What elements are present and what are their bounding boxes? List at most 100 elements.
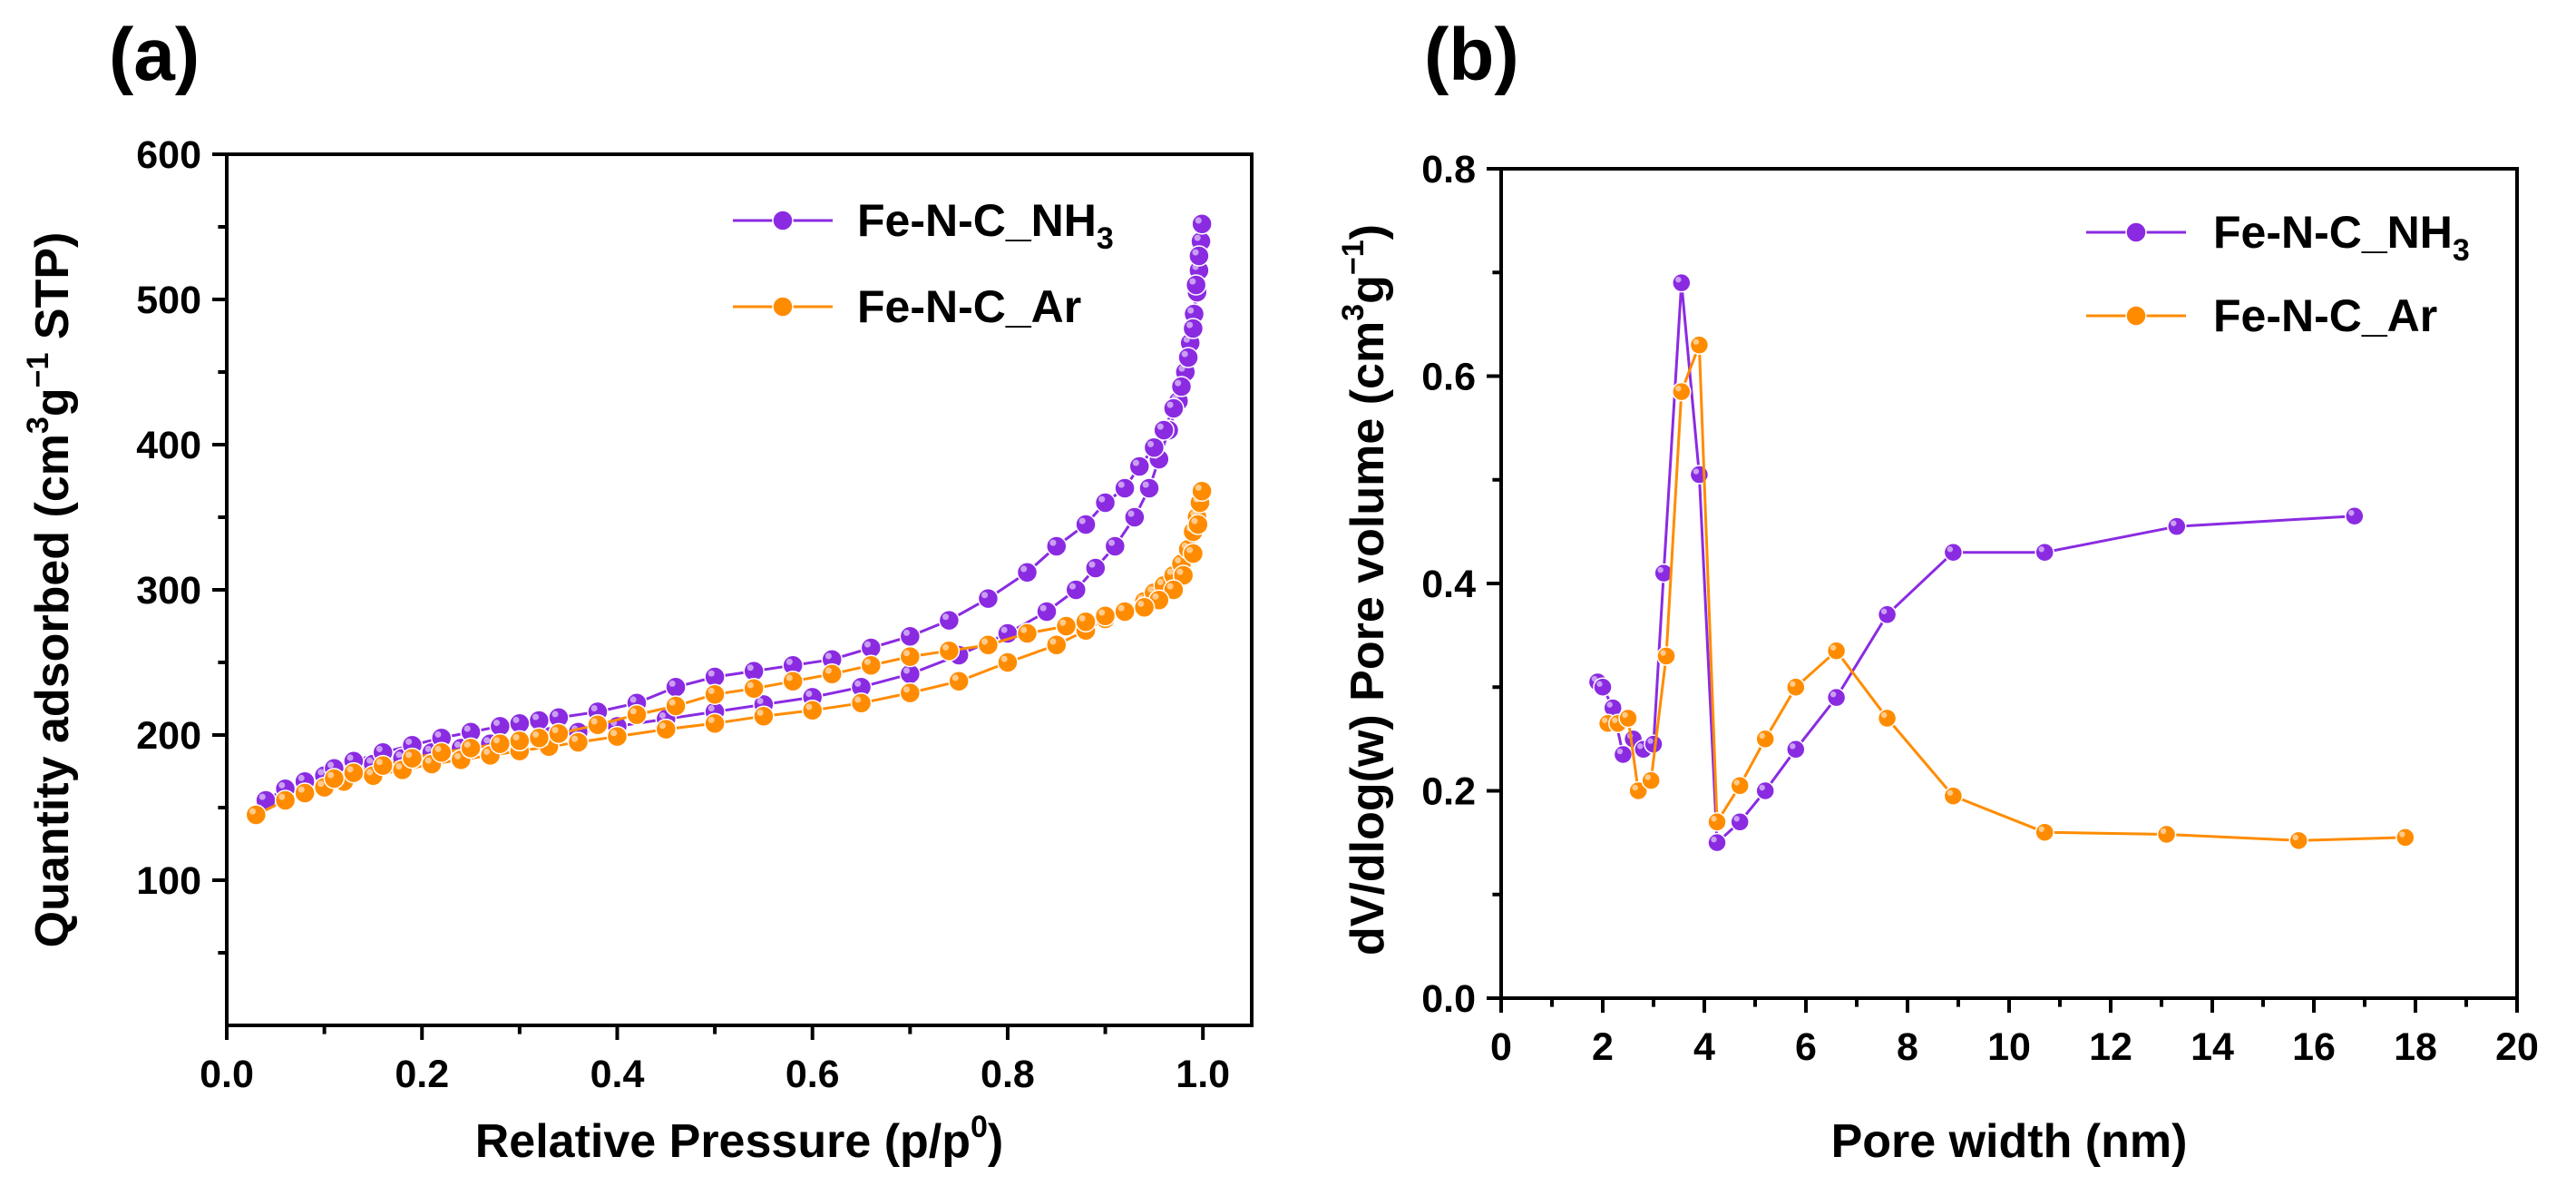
chart-b-x-axis: 0 2 4 6 8 10 12 14 16 18 20 [1490,998,2539,1069]
chart-a-point-highlight [424,745,432,752]
chart-b-point-ar [1730,776,1750,796]
chart-a-point-ar [431,741,453,763]
chart-a-point-highlight [278,781,286,789]
chart-b-y-tick-label: 0.6 [1421,356,1476,399]
chart-b-point-ar [2156,824,2177,845]
panel-label-a: (a) [109,14,200,96]
chart-a-point-nh3 [1170,376,1193,397]
chart-a-point-highlight [493,720,501,727]
chart-b-y-axis-title-sup-1: 3 [1336,304,1371,321]
chart-a-point-ar [801,700,824,721]
chart-a-point-nh3 [1016,562,1039,583]
chart-a-point-highlight [1166,401,1174,408]
chart-b-point-highlight [1647,738,1654,744]
chart-a-point-highlight [746,681,754,689]
chart-b-point-nh3 [1877,604,1898,625]
chart-a-y-tick-label: 400 [136,424,201,467]
chart-a-point-highlight [981,592,989,599]
chart-a-point-highlight [532,730,540,738]
chart-b-x-tick-label: 0 [1490,1025,1512,1069]
chart-b-x-tick-label: 16 [2292,1025,2336,1069]
chart-a-y-axis-title-sup-1: 3 [21,417,55,434]
chart-b-point-highlight [1601,717,1608,723]
chart-a-point-ar [753,705,775,727]
chart-a-point-highlight [551,727,559,734]
chart-a-point-highlight [512,716,520,723]
chart-b-point-highlight [1880,608,1888,614]
chart-a-point-highlight [512,734,520,741]
chart-a-point-highlight [1195,484,1202,491]
chart-b-point-highlight [1733,779,1740,786]
chart-a-point-highlight [463,741,471,749]
chart-a-point-highlight [805,703,813,711]
chart-b-point-ar [1618,708,1638,729]
chart-a-point-ar [372,754,394,777]
chart-a-x-axis-title: Relative Pressure (p/p0) [475,1110,1003,1168]
chart-a-point-nh3 [1177,347,1199,368]
chart-b-point-nh3 [2345,505,2365,526]
chart-a-point-highlight [1147,440,1155,447]
chart-b-point-nh3 [1786,740,1806,760]
chart-a-point-highlight [249,808,256,815]
chart-a-point-nh3 [1114,477,1136,499]
chart-a-legend-marker-ar [772,296,794,318]
chart-a-point-highlight [1117,481,1125,488]
chart-a-x-tick-label: 0.8 [981,1053,1035,1096]
chart-b-y-tick-label: 0.0 [1421,977,1476,1021]
chart-b-y-axis-title-part-3: ) [1342,224,1394,240]
chart-a-point-ar [1075,611,1097,632]
chart-b-point-nh3 [1826,687,1847,708]
chart-b-legend-marker-nh3 [2125,221,2147,243]
chart-a-point-highlight [571,735,579,742]
chart-a-point-highlight [610,730,618,737]
chart-b-point-ar [1786,677,1806,697]
chart-a-point-ar [899,681,922,704]
chart-b-point-ar [1943,786,1964,806]
chart-a-point-ar [1187,514,1209,535]
chart-b-point-ar [2288,830,2308,851]
chart-a-point-ar [938,640,961,662]
chart-a-point-ar [743,678,765,700]
chart-b-point-highlight [1632,784,1638,791]
chart-b-point-ar [2034,822,2054,842]
chart-a-point-highlight [1117,604,1125,612]
chart-a-point-highlight [903,686,911,693]
chart-a-point-highlight [346,754,354,761]
chart-b-y-axis-title: dV/dlog(w) Pore volume (cm3g−1) [1336,224,1394,956]
chart-a-point-nh3 [1185,274,1207,296]
chart-a-point-highlight [756,698,764,705]
chart-a-point-highlight [1068,583,1076,590]
chart-a-point-highlight [1000,626,1008,633]
chart-b-point-highlight [1733,816,1740,822]
chart-a-point-highlight [463,725,471,732]
chart-a-point-highlight [854,696,862,703]
chart-b-point-nh3 [1672,272,1692,293]
chart-b-x-tick-label: 10 [1987,1025,2031,1069]
chart-a-point-nh3 [1065,579,1088,601]
chart-b-point-ar [1641,770,1661,790]
chart-a-point-nh3 [665,676,687,698]
chart-b-x-tick-label: 12 [2089,1025,2132,1069]
chart-a-y-axis: 100 200 300 400 500 600 [136,133,227,955]
chart-b-x-axis-title: Pore width (nm) [1831,1115,2188,1168]
chart-b-point-highlight [1947,546,1954,553]
chart-a-point-highlight [532,713,540,720]
chart-a-point-ar [821,663,843,685]
chart-b-point-ar [1707,812,1727,832]
chart-a-x-tick-label: 0.2 [395,1053,449,1096]
chart-b-x-tick-label: 6 [1795,1025,1817,1069]
chart-a-point-highlight [1152,593,1159,600]
chart-a-point-ar [1055,615,1078,637]
chart-a-point-ar [401,747,424,769]
chart-a-y-tick-label: 300 [136,569,201,613]
chart-b-point-highlight [1790,681,1796,687]
chart-a-point-highlight [785,658,793,665]
chart-a-point-ar [343,761,365,784]
chart-b-point-highlight [2038,826,2044,832]
chart-a-point-highlight [825,667,832,674]
chart-b-x-tick-label: 2 [1592,1025,1614,1069]
chart-a-point-highlight [707,705,715,712]
chart-b-point-nh3 [1613,744,1634,765]
chart-a-point-ar [294,782,316,804]
